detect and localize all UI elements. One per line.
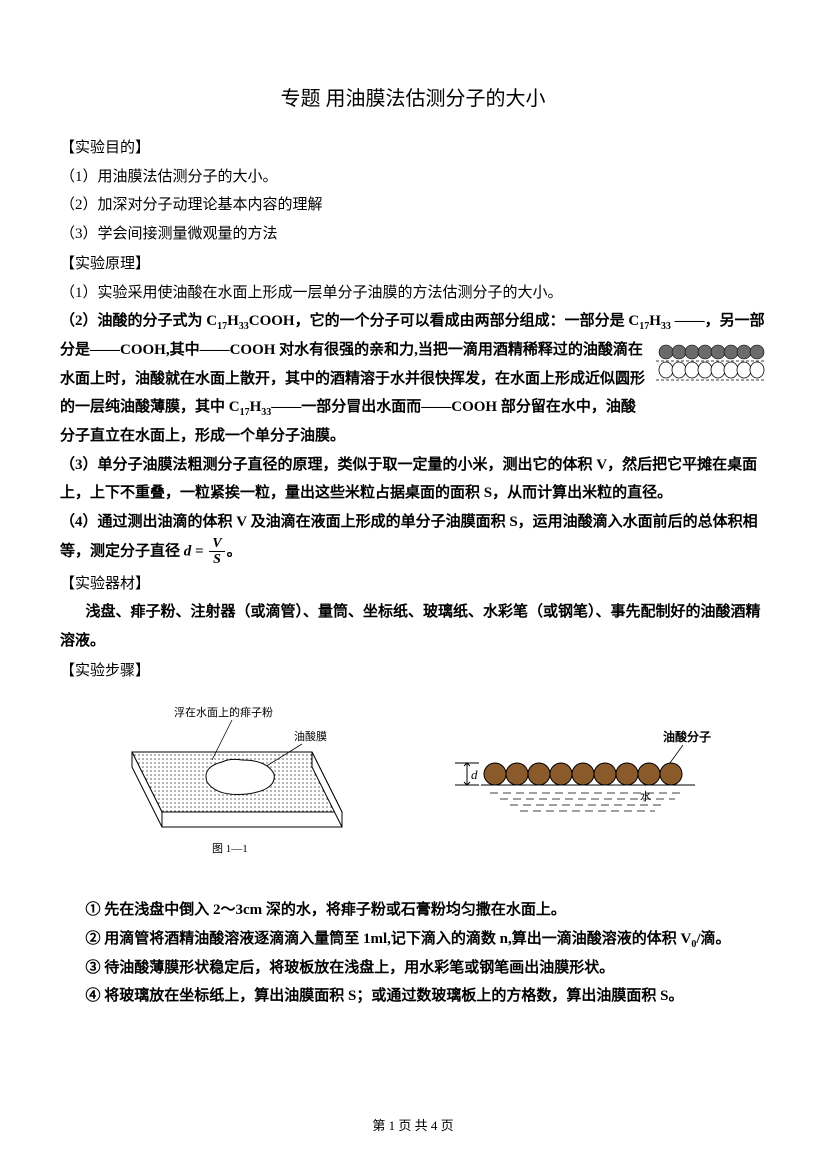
step-2-pre: ② 用滴管将酒精油酸溶液逐滴滴入量筒至 1ml,记下滴入的滴数 n,算出一滴油酸… xyxy=(86,931,692,947)
fig1-caption: 图 1—1 xyxy=(212,842,248,855)
sub: 33 xyxy=(661,321,671,332)
principle-p3: （3）单分子油膜法粗测分子直径的原理，类似于取一定量的小米，测出它的体积 V，然… xyxy=(60,451,766,508)
section-heading-equipment: 【实验器材】 xyxy=(60,570,766,599)
principle-p1: （1）实验采用使油酸在水面上形成一层单分子油膜的方法估测分子的大小。 xyxy=(60,279,766,308)
step-2-post: /滴。 xyxy=(696,931,730,947)
t: H xyxy=(227,313,239,329)
principle-p4: （4）通过测出油滴的体积 V 及油滴在液面上形成的单分子油膜面积 S，运用油酸滴… xyxy=(60,508,766,568)
sub: 17 xyxy=(639,321,649,332)
equipment-list: 浅盘、痱子粉、注射器（或滴管）、量筒、坐标纸、玻璃纸、水彩笔（或钢笔）、事先配制… xyxy=(60,598,766,655)
p4-post: 。 xyxy=(227,543,242,559)
section-heading-principle: 【实验原理】 xyxy=(60,250,766,279)
step-3: ③ 待油酸薄膜形状稳定后，将玻板放在浅盘上，用水彩笔或钢笔画出油膜形状。 xyxy=(60,954,766,983)
sub: 33 xyxy=(261,407,271,418)
figure-row: 浮在水面上的痱子粉 油酸膜 图 1—1 油酸分子 d xyxy=(60,702,766,873)
molecule-diagram-icon xyxy=(656,340,766,399)
figure-2-molecules: 油酸分子 d 水 xyxy=(445,727,725,848)
t: H xyxy=(649,313,661,329)
objective-item-1: （1）用油膜法估测分子的大小。 xyxy=(60,163,766,192)
section-heading-steps: 【实验步骤】 xyxy=(60,657,766,686)
step-4: ④ 将玻璃放在坐标纸上，算出油膜面积 S；或通过数玻璃板上的方格数，算出油膜面积… xyxy=(60,982,766,1011)
sub: 17 xyxy=(240,407,250,418)
fig2-water-label: 水 xyxy=(640,790,651,803)
objective-item-3: （3）学会间接测量微观量的方法 xyxy=(60,220,766,249)
fraction-den: S xyxy=(209,552,224,567)
step-2: ② 用滴管将酒精油酸溶液逐滴滴入量筒至 1ml,记下滴入的滴数 n,算出一滴油酸… xyxy=(60,925,766,954)
fig2-label-molecule: 油酸分子 xyxy=(663,729,711,744)
page-footer: 第 1 页 共 4 页 xyxy=(0,1114,826,1139)
t: COOH，它的一个分子可以看成由两部分组成：一部分是 C xyxy=(249,313,639,329)
fig2-d-label: d xyxy=(471,767,478,782)
step-1: ① 先在浅盘中倒入 2～3cm 深的水，将痱子粉或石膏粉均匀撒在水面上。 xyxy=(60,896,766,925)
fraction-num: V xyxy=(209,536,224,552)
t: H xyxy=(250,399,262,415)
section-heading-objectives: 【实验目的】 xyxy=(60,134,766,163)
footer-mid: 页 共 xyxy=(395,1118,431,1133)
sub: 33 xyxy=(239,321,249,332)
footer-pre: 第 xyxy=(372,1118,388,1133)
principle-p2: （2）油酸的分子式为 C17H33COOH，它的一个分子可以看成由两部分组成：一… xyxy=(60,307,766,451)
fig1-label-powder: 浮在水面上的痱子粉 xyxy=(174,705,273,719)
fig1-label-film: 油酸膜 xyxy=(294,729,327,743)
figure-1-tray: 浮在水面上的痱子粉 油酸膜 图 1—1 xyxy=(102,702,362,873)
principle-p2-text: （2）油酸的分子式为 C xyxy=(60,313,217,329)
page-title: 专题 用油膜法估测分子的大小 xyxy=(60,80,766,118)
p4-pre: （4）通过测出油滴的体积 V 及油滴在液面上形成的单分子油膜面积 S，运用油酸滴… xyxy=(60,514,758,560)
sub: 17 xyxy=(217,321,227,332)
objective-item-2: （2）加深对分子动理论基本内容的理解 xyxy=(60,191,766,220)
footer-post: 页 xyxy=(437,1118,453,1133)
formula-eq: = xyxy=(191,543,207,559)
formula-fraction: VS xyxy=(209,536,224,568)
